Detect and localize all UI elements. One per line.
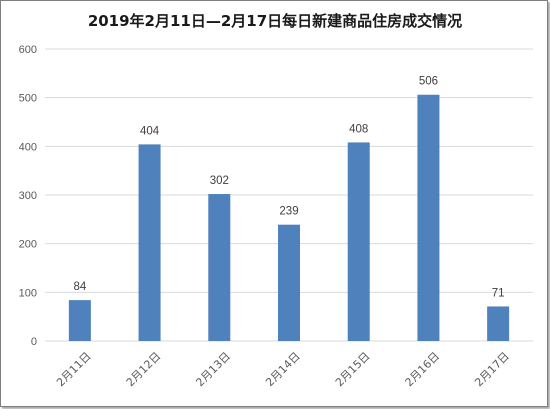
bar-0 [68, 300, 91, 341]
data-label: 239 [279, 206, 298, 218]
bar-3 [278, 224, 300, 341]
y-tick-label: 400 [19, 141, 37, 153]
x-tick-label: 2月12日 [124, 350, 164, 390]
x-tick-label: 2月15日 [333, 350, 373, 390]
y-tick-label: 200 [19, 239, 37, 251]
data-label: 506 [419, 76, 438, 88]
x-tick-label: 2月16日 [403, 350, 443, 390]
data-label: 408 [349, 123, 368, 135]
x-axis-ticks: 2月11日 2月12日 2月13日 2月14日 2月15日 2月16日 2月17日 [54, 350, 512, 390]
x-tick-label: 2月13日 [193, 350, 233, 390]
y-axis-ticks: 0 100 200 300 400 500 600 [19, 44, 37, 348]
y-tick-label: 500 [19, 93, 37, 105]
bars [68, 94, 510, 341]
x-tick-label: 2月14日 [263, 350, 303, 390]
x-tick-label: 2月17日 [472, 350, 512, 390]
bar-5 [417, 94, 440, 341]
bar-2 [208, 194, 231, 341]
y-tick-label: 600 [19, 44, 37, 56]
data-label: 84 [73, 281, 86, 293]
bar-4 [347, 142, 370, 341]
y-tick-label: 300 [19, 190, 37, 202]
data-labels: 84 404 302 239 408 506 71 [73, 76, 504, 300]
data-label: 302 [210, 175, 229, 187]
y-tick-label: 0 [31, 336, 37, 348]
data-label: 71 [492, 287, 505, 299]
bar-1 [138, 144, 161, 341]
y-tick-label: 100 [19, 287, 37, 299]
bar-6 [487, 306, 510, 341]
data-label: 404 [140, 125, 160, 137]
x-tick-label: 2月11日 [54, 350, 94, 390]
chart-title: 2019年2月11日—2月17日每日新建商品住房成交情况 [88, 12, 462, 30]
